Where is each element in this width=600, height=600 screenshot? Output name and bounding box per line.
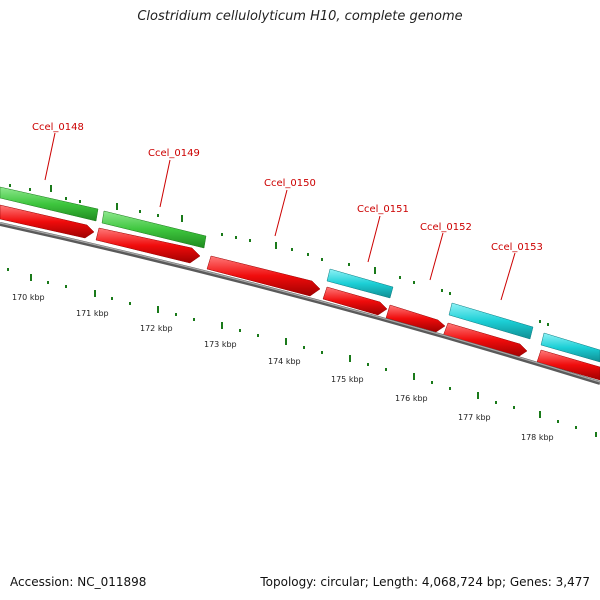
- forward-strand-genes: [0, 186, 600, 363]
- gene-label-ccel-0150[interactable]: Ccel_0150: [264, 178, 316, 189]
- gene-label-ccel-0151[interactable]: Ccel_0151: [357, 204, 409, 215]
- genome-summary-text: Topology: circular; Length: 4,068,724 bp…: [260, 575, 590, 589]
- gene-arrow-green[interactable]: [0, 186, 99, 222]
- gene-arrow-red[interactable]: [95, 227, 201, 264]
- gene-labels: Ccel_0148 Ccel_0149 Ccel_0150 Ccel_0151 …: [32, 122, 543, 253]
- gene-arrow-red[interactable]: [0, 204, 95, 239]
- genome-title: Clostridium cellulolyticum H10, complete…: [137, 9, 463, 24]
- scale-label: 176 kbp: [395, 394, 428, 403]
- scale-label: 170 kbp: [12, 293, 45, 302]
- gene-arrow-red[interactable]: [385, 304, 446, 333]
- scale-label: 171 kbp: [76, 309, 109, 318]
- gene-label-ccel-0148[interactable]: Ccel_0148: [32, 122, 84, 133]
- scale-label: 174 kbp: [268, 357, 301, 366]
- genome-backbone-highlight: [0, 222, 600, 383]
- gene-arrow-cyan[interactable]: [448, 302, 534, 340]
- outer-tick-row: [9, 184, 549, 326]
- gene-arrow-red[interactable]: [206, 255, 321, 297]
- gene-label-ccel-0149[interactable]: Ccel_0149: [148, 148, 200, 159]
- genome-backbone: [0, 222, 600, 385]
- gene-label-ccel-0152[interactable]: Ccel_0152: [420, 222, 472, 233]
- scale-tick-row: [7, 268, 597, 437]
- gene-arrow-cyan[interactable]: [326, 268, 394, 299]
- reverse-strand-genes: [0, 204, 600, 381]
- gene-arrow-red[interactable]: [442, 322, 528, 358]
- gene-label-ccel-0153[interactable]: Ccel_0153: [491, 242, 543, 253]
- scale-label: 178 kbp: [521, 433, 554, 442]
- gene-label-leaders: [44, 132, 516, 301]
- scale-label: 173 kbp: [204, 340, 237, 349]
- gene-arrow-cyan[interactable]: [540, 332, 600, 363]
- scale-label: 172 kbp: [140, 324, 173, 333]
- scale-labels: 170 kbp 171 kbp 172 kbp 173 kbp 174 kbp …: [12, 293, 554, 442]
- gene-arrow-green[interactable]: [101, 210, 207, 249]
- scale-label: 177 kbp: [458, 413, 491, 422]
- accession-text: Accession: NC_011898: [10, 575, 147, 589]
- scale-label: 175 kbp: [331, 375, 364, 384]
- gene-arrow-red[interactable]: [536, 349, 600, 381]
- gene-arrow-red[interactable]: [322, 286, 388, 316]
